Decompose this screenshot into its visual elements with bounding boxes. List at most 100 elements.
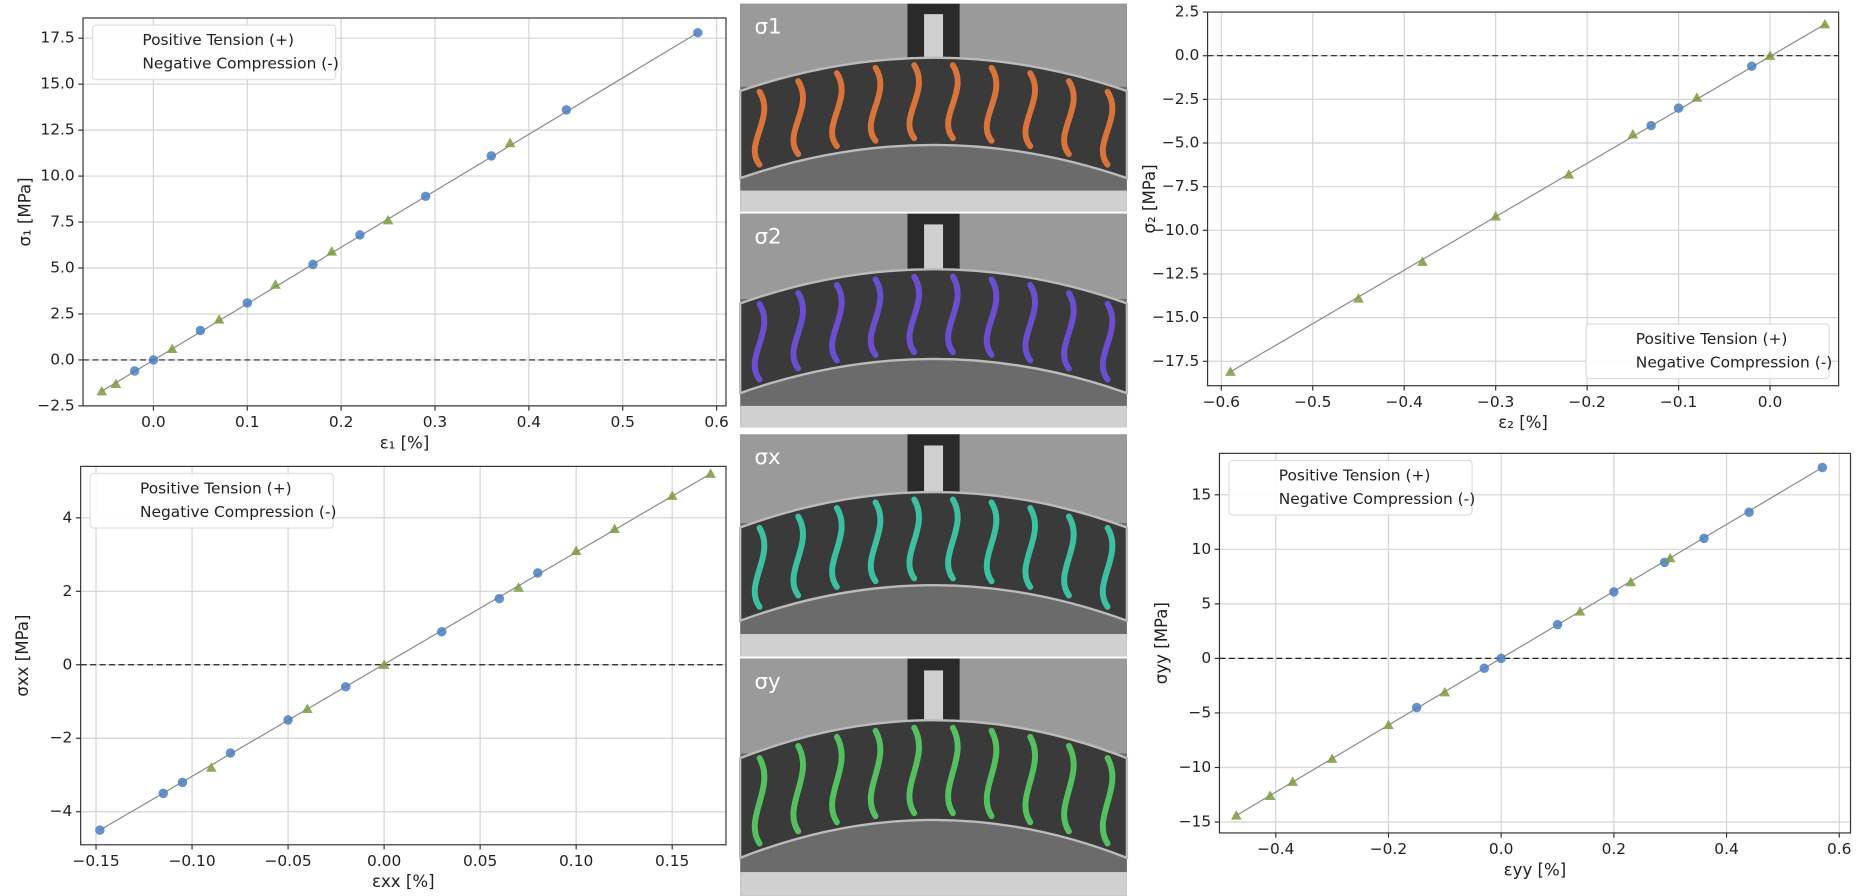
strut [1022,733,1038,826]
y-axis-label: σyy [MPa] [1152,602,1171,684]
y-tick-label: 15 [1192,485,1212,503]
x-axis-label: ε₁ [%] [380,433,430,452]
plot-area [80,466,726,845]
point [533,568,543,578]
fixture-tip [924,670,944,730]
y-tick-label: −15.0 [1152,308,1199,326]
legend-box [89,472,334,529]
x-tick-label: 0.0 [141,413,166,431]
point [129,366,140,376]
point [1326,753,1338,763]
point [166,343,178,354]
point [355,230,365,240]
point [308,259,318,270]
point [1747,61,1757,71]
x-axis-label: εyy [%] [1504,860,1567,879]
x-tick-label: 0.5 [610,413,635,431]
strut [983,499,1000,585]
point [148,355,159,365]
strut [1099,88,1116,168]
chart: −0.4 −0.2 0.0 0.2 0.4 0.6 −15 −10 −5 0 5 10 15 εyy [%… [1152,452,1851,879]
strut [945,273,961,356]
strut [1022,70,1038,150]
strut [829,505,845,590]
x-tick-label: −0.4 [1386,393,1423,411]
point [326,246,338,256]
x-tick-label: −0.2 [1568,393,1605,411]
point [301,703,313,714]
fixture-tip [924,14,944,67]
strut [751,88,768,168]
point [96,385,108,396]
strut [945,496,961,582]
chart: −0.15 −0.10 −0.05 0.00 0.05 0.10 0.15 −4 −2 0 2 4 εx… [13,465,727,891]
y-tick-label: 5.0 [50,259,75,277]
legend-label: Negative Compression (-) [142,55,338,73]
legend: Positive Tension (+) Negative Compression… [91,24,339,81]
strut [790,513,806,599]
panel-label: σy [754,669,780,694]
plot-area [83,17,726,406]
point [1646,120,1656,131]
strut [867,727,884,820]
strut [1022,505,1038,590]
strut [906,273,922,356]
point [666,490,678,500]
y-tick-label: −17.5 [1152,352,1199,370]
strut [1099,524,1116,610]
y-tick-label: −12.5 [1152,264,1199,282]
strut [906,724,922,817]
y-tick-label: 0 [63,655,73,673]
x-tick-label: 0.0 [1489,840,1514,858]
y-tick-label: 4 [63,508,73,526]
strut [829,281,845,364]
fit-line [99,473,711,831]
point [340,682,351,692]
point [1353,293,1364,303]
y-tick-label: 2 [63,582,73,600]
legend-label: Positive Tension (+) [142,31,294,49]
legend: Positive Tension (+) Negative Compression… [89,472,336,529]
x-tick-label: −0.1 [1660,393,1697,411]
photo-base [740,872,1127,896]
x-tick-label: −0.4 [1257,840,1294,858]
x-tick-label: 0.00 [367,852,401,870]
fit-line [1230,23,1826,373]
x-tick-label: 0.10 [559,852,593,870]
y-tick-label: 15.0 [40,75,74,93]
y-axis-label: σxx [MPa] [13,615,32,697]
point [1764,50,1776,60]
x-tick-label: 0.4 [517,413,542,431]
x-tick-label: −0.10 [168,852,215,870]
point [1625,576,1637,587]
y-tick-label: −10.0 [1152,221,1199,239]
point [158,788,168,799]
strut [829,733,845,826]
strut [867,276,884,358]
point [110,378,122,388]
x-tick-label: 0.4 [1714,840,1739,858]
point [693,27,703,38]
point [1264,790,1276,800]
point [513,582,524,592]
point [570,545,582,556]
legend-box [1585,323,1830,380]
y-tick-label: 10.0 [40,167,74,185]
point [1744,507,1754,517]
point [494,593,505,604]
strut [1099,755,1116,847]
strut [945,62,961,142]
point [486,151,497,161]
point [1609,587,1619,597]
point [1417,256,1428,266]
x-tick-label: 0.3 [423,413,448,431]
point [1673,103,1684,113]
fixture-tip [924,224,944,278]
point [561,105,572,115]
strut [1099,301,1116,383]
y-tick-label: −10 [1179,758,1212,776]
legend-box [91,24,337,81]
point [382,214,394,225]
strut [751,755,768,847]
strut [945,724,961,817]
